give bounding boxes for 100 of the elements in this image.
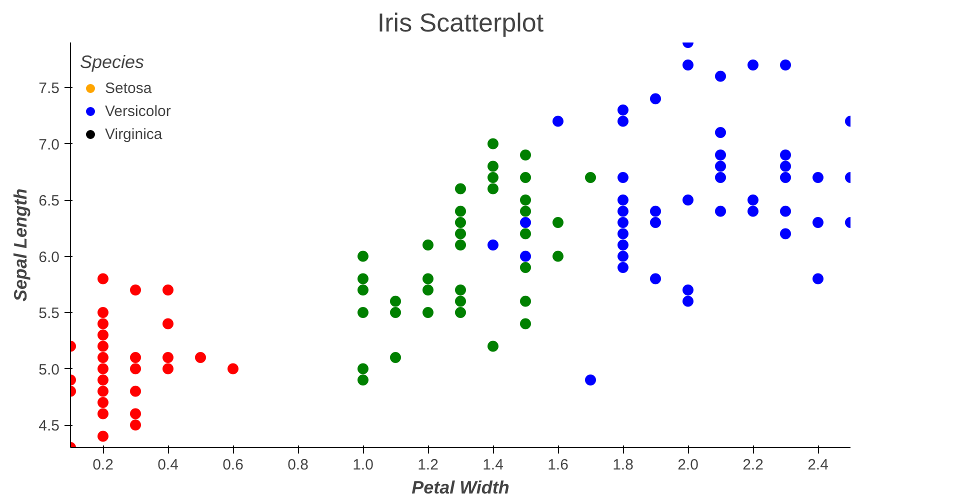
x-axis-title: Petal Width: [412, 478, 510, 498]
y-tick-label: 5.5: [38, 305, 60, 322]
point: [780, 206, 791, 217]
x-tick-label: 1.0: [352, 456, 374, 474]
chart-title: Iris Scatterplot: [377, 8, 544, 38]
point: [682, 284, 694, 296]
point: [455, 307, 466, 318]
point: [98, 307, 108, 318]
point: [455, 284, 466, 296]
legend-label: Virginica: [105, 126, 162, 142]
legend-label: Setosa: [105, 80, 152, 96]
y-tick-label: 7.5: [38, 80, 60, 97]
point: [422, 307, 434, 318]
point: [585, 374, 596, 386]
point: [488, 138, 498, 150]
point: [98, 318, 108, 330]
point: [98, 340, 108, 352]
point: [358, 273, 368, 284]
point: [715, 127, 726, 138]
y-tick-label: 6.0: [38, 248, 60, 266]
point: [422, 273, 434, 284]
point: [130, 408, 141, 420]
y-tick-label: 7.0: [38, 136, 60, 154]
point: [488, 172, 498, 183]
point: [455, 217, 466, 228]
x-tick-label: 0.2: [92, 456, 114, 474]
point: [422, 240, 434, 250]
point: [98, 408, 108, 420]
point: [520, 296, 531, 307]
point: [98, 386, 108, 397]
point: [455, 240, 466, 250]
point: [552, 116, 564, 127]
point: [812, 172, 824, 183]
point: [358, 250, 368, 262]
point: [780, 228, 791, 240]
point: [98, 273, 108, 284]
point: [358, 374, 368, 386]
point: [715, 160, 726, 172]
x-tick-label: 1.4: [482, 456, 504, 474]
point: [422, 284, 434, 296]
point: [162, 352, 174, 363]
point: [455, 296, 466, 307]
point: [715, 206, 726, 217]
point: [130, 284, 141, 296]
point: [130, 352, 141, 363]
point: [162, 284, 174, 296]
point: [520, 172, 531, 183]
x-tick-label: 0.6: [222, 456, 244, 474]
x-tick-label: 2.0: [678, 456, 698, 474]
point: [98, 352, 108, 363]
point: [228, 363, 238, 374]
legend-label: Versicolor: [105, 102, 171, 120]
point: [748, 206, 758, 217]
point: [520, 217, 531, 228]
point: [195, 352, 206, 363]
x-tick-label: 1.2: [418, 456, 438, 474]
point: [488, 160, 498, 172]
x-tick-label: 1.8: [612, 456, 634, 474]
y-tick-label: 4.5: [38, 418, 60, 434]
point: [748, 194, 758, 206]
point: [98, 430, 108, 442]
point: [358, 284, 368, 296]
point: [715, 150, 726, 160]
point: [650, 93, 661, 104]
point: [618, 104, 628, 116]
point: [618, 262, 628, 273]
point: [552, 217, 564, 228]
point: [520, 194, 531, 206]
point: [650, 273, 661, 284]
point: [455, 183, 466, 194]
point: [390, 296, 401, 307]
y-axis-title: Sepal Length: [10, 188, 31, 302]
point: [715, 172, 726, 183]
point: [488, 340, 498, 352]
point: [748, 60, 758, 70]
legend-title: Species: [80, 52, 146, 73]
point: [618, 172, 628, 183]
point: [162, 363, 174, 374]
x-tick-label: 0.4: [158, 456, 178, 474]
point: [130, 386, 141, 397]
point: [130, 363, 141, 374]
point: [520, 250, 531, 262]
point: [618, 217, 628, 228]
point: [455, 228, 466, 240]
point: [98, 397, 108, 408]
point: [650, 217, 661, 228]
point: [162, 318, 174, 330]
point: [618, 194, 628, 206]
x-tick-label: 2.2: [742, 456, 764, 474]
point: [488, 240, 498, 250]
point: [98, 374, 108, 386]
point: [715, 70, 726, 82]
point: [520, 206, 531, 217]
point: [520, 318, 531, 330]
point: [488, 183, 498, 194]
point: [780, 60, 791, 70]
point: [618, 250, 628, 262]
point: [618, 206, 628, 217]
x-tick-label: 1.6: [548, 456, 568, 474]
point: [130, 420, 141, 430]
